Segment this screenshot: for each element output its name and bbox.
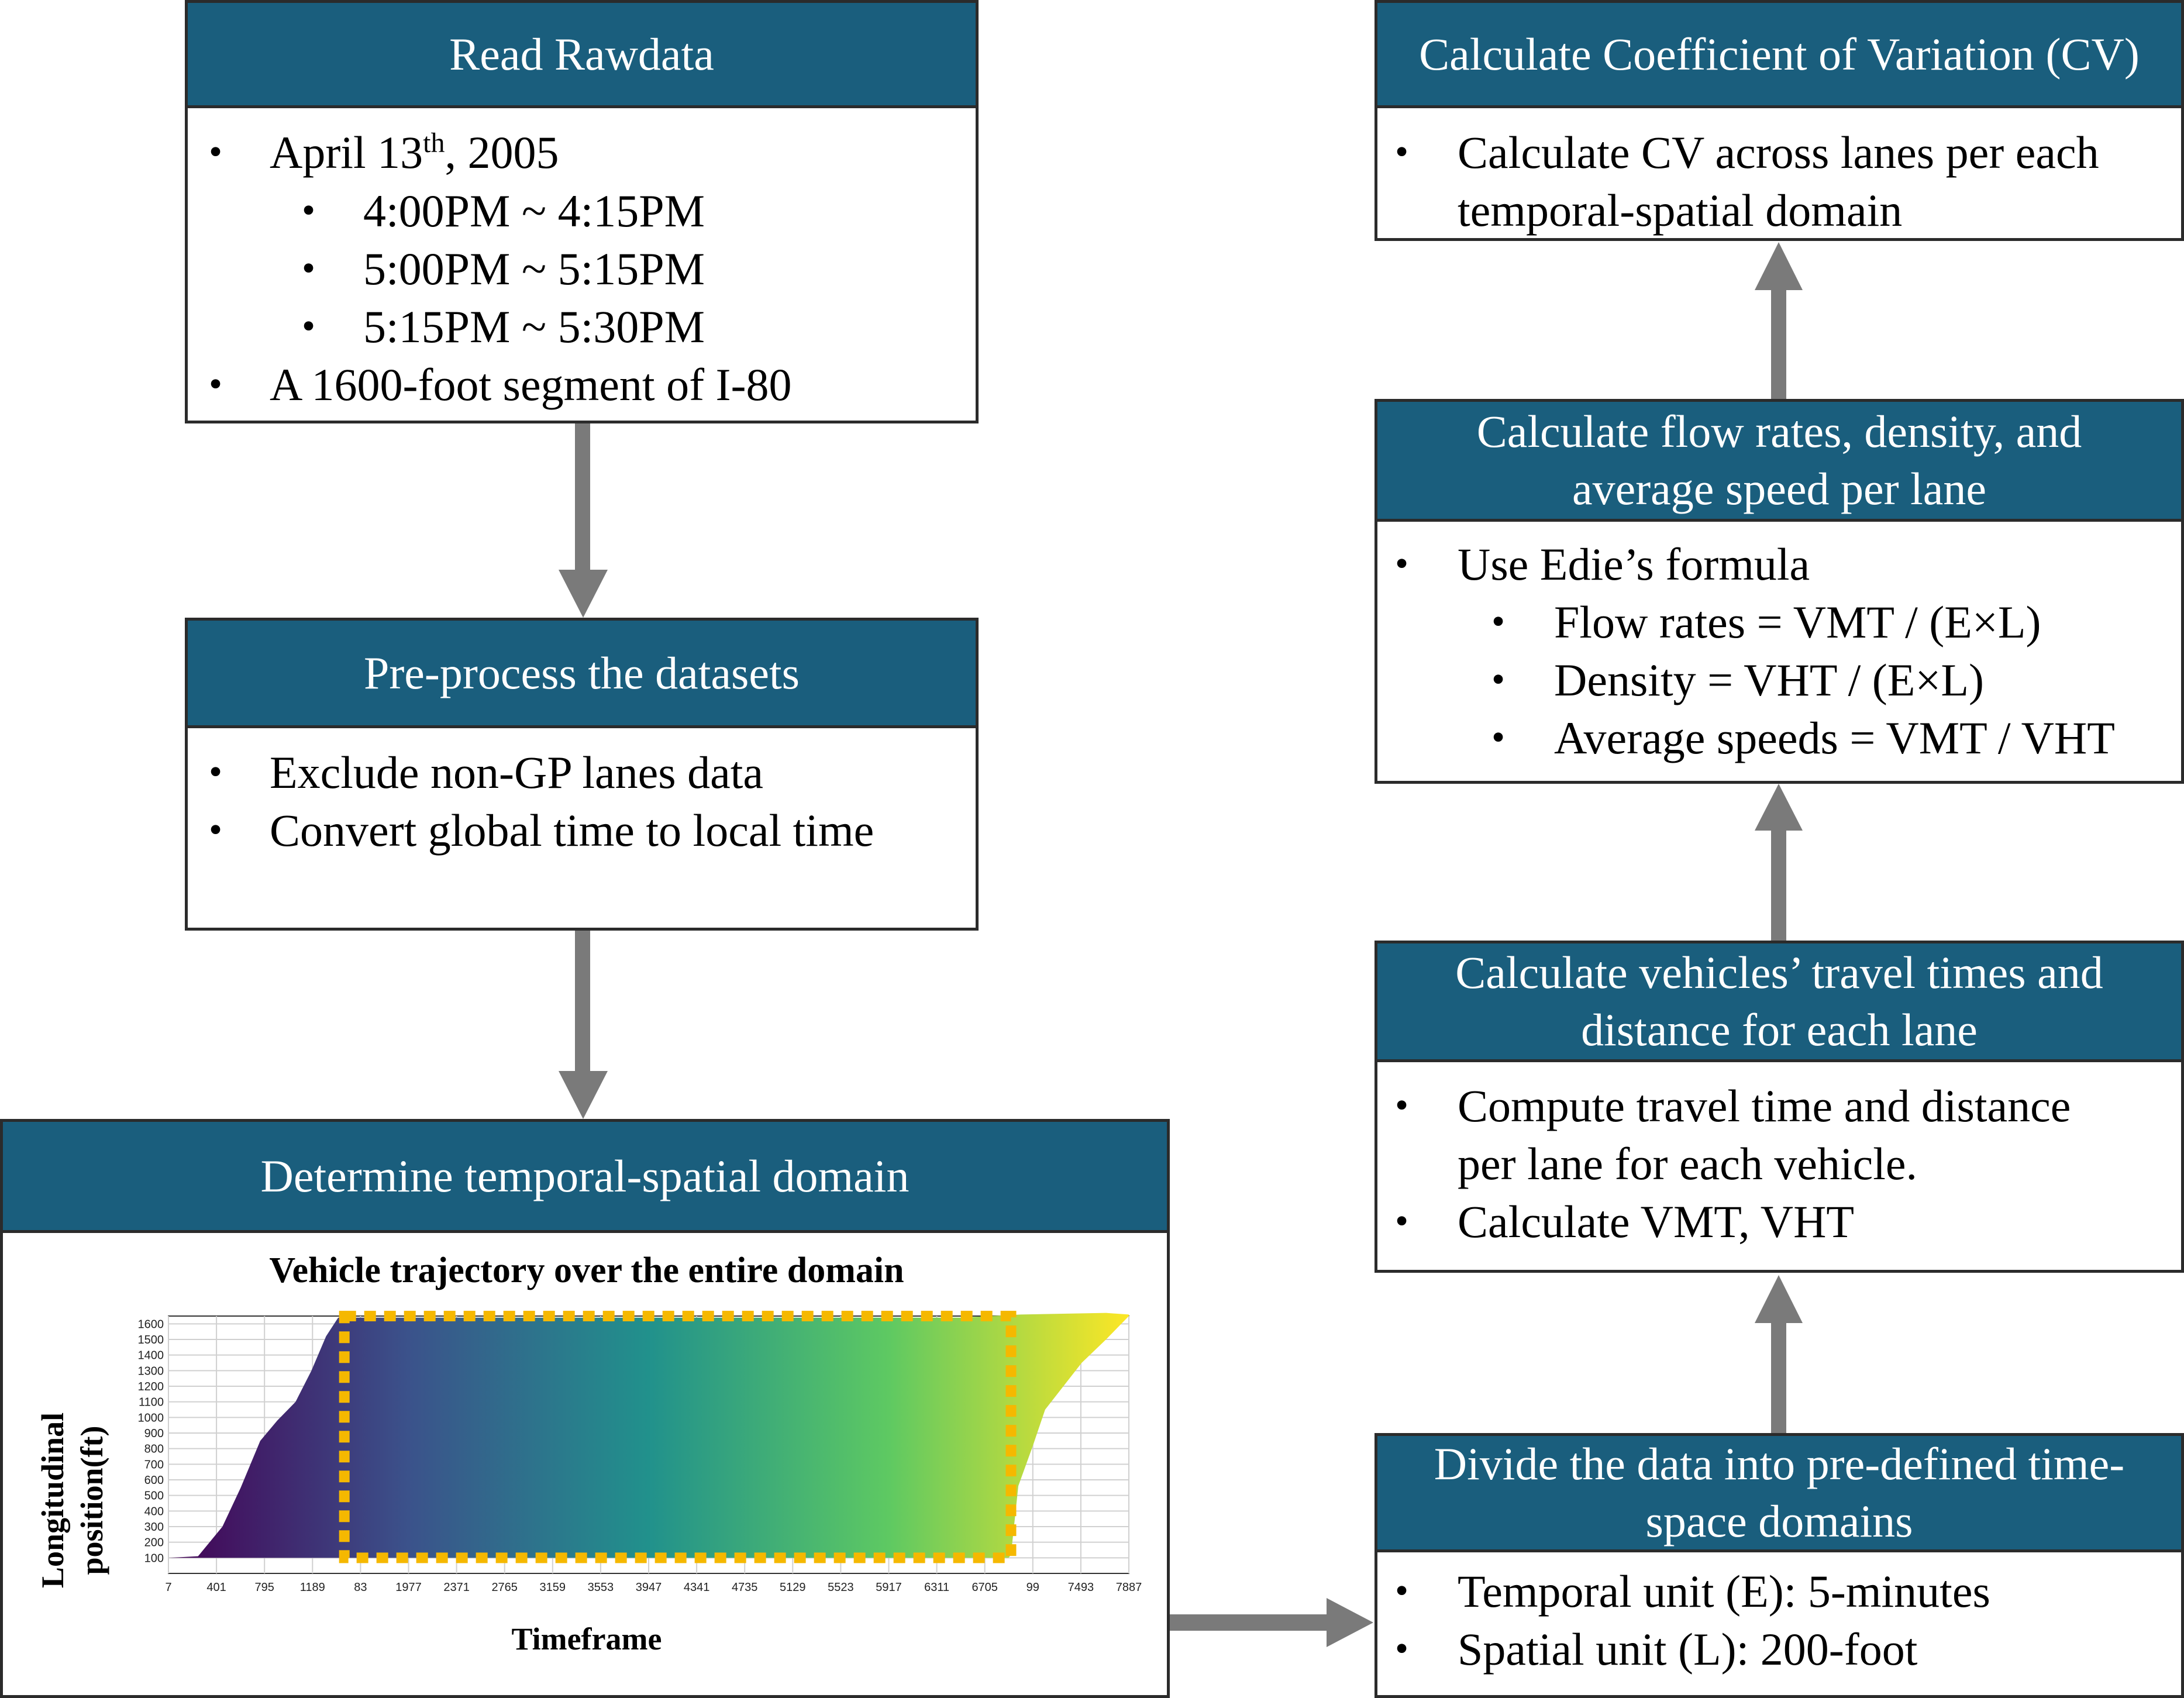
y-tick-label: 900	[144, 1427, 164, 1440]
bullet: •	[1491, 658, 1506, 701]
bullet: •	[1491, 600, 1506, 643]
time-range-item: 5:00PM ~ 5:15PM	[363, 243, 705, 294]
flow-rates-box: Calculate flow rates, density, and avera…	[1375, 399, 2184, 784]
trajectory-area	[167, 1313, 1129, 1558]
bullet: •	[1395, 130, 1409, 173]
y-tick-label: 400	[144, 1505, 164, 1518]
y-tick-label: 1500	[138, 1334, 164, 1346]
x-tick-label: 2371	[443, 1581, 470, 1594]
selected-domain-box	[339, 1311, 1017, 1563]
x-tick-label: 99	[1026, 1581, 1039, 1594]
compute-item-line1: Compute travel time and distance	[1458, 1080, 2071, 1131]
y-tick-label: 1100	[139, 1396, 164, 1409]
x-tick-label: 2765	[491, 1581, 518, 1594]
arrow-down-2	[559, 931, 608, 1119]
bullet: •	[302, 189, 316, 232]
density-formula: Density = VHT / (E×L)	[1554, 655, 1985, 705]
arrow-down-1	[559, 423, 608, 618]
y-tick-label: 800	[144, 1443, 164, 1456]
y-tick-label: 200	[144, 1537, 164, 1549]
speed-formula: Average speeds = VMT / VHT	[1554, 712, 2115, 763]
y-tick-label: 1600	[138, 1318, 164, 1331]
bullet: •	[209, 130, 223, 173]
segment-item: A 1600-foot segment of I-80	[270, 359, 792, 410]
arrow-right	[1170, 1598, 1373, 1647]
bullet: •	[209, 363, 223, 405]
edie-formula-item: Use Edie’s formula	[1458, 539, 1810, 590]
trajectory-chart: Vehicle trajectory over the entire domai…	[35, 1251, 1142, 1656]
preprocess-title: Pre-process the datasets	[188, 621, 976, 728]
bullet: •	[302, 305, 316, 347]
x-tick-label: 3553	[588, 1581, 614, 1594]
y-tick-label: 600	[144, 1474, 164, 1487]
preprocess-item: Convert global time to local time	[270, 805, 874, 856]
arrow-up-3	[1755, 242, 1803, 399]
flow-rate-formula: Flow rates = VMT / (E×L)	[1554, 597, 2041, 647]
cv-box: Calculate Coefficient of Variation (CV) …	[1375, 0, 2184, 241]
bullet: •	[209, 808, 223, 851]
x-tick-label: 5917	[876, 1581, 902, 1594]
preprocess-box: Pre-process the datasets • Exclude non-G…	[185, 618, 979, 931]
read-rawdata-box: Read Rawdata • April 13th, 2005 • 4:00PM…	[185, 0, 979, 423]
bullet: •	[1395, 1569, 1409, 1612]
y-tick-label: 1000	[138, 1411, 164, 1424]
arrow-up-2	[1755, 784, 1803, 941]
x-tick-label: 4735	[732, 1581, 758, 1594]
bullet: •	[1395, 1627, 1409, 1670]
x-tick-label: 6311	[924, 1581, 949, 1594]
spatial-unit-item: Spatial unit (L): 200-foot	[1458, 1624, 1918, 1675]
x-tick-label: 5523	[828, 1581, 854, 1594]
x-tick-label: 7493	[1068, 1581, 1094, 1594]
x-tick-label: 83	[354, 1581, 367, 1594]
x-tick-label: 3947	[636, 1581, 662, 1594]
x-tick-label: 795	[255, 1581, 274, 1594]
time-range-item: 4:00PM ~ 4:15PM	[363, 185, 705, 236]
cv-item-line1: Calculate CV across lanes per each	[1458, 127, 2099, 178]
bullet: •	[1395, 1200, 1409, 1242]
x-tick-label: 6705	[972, 1581, 998, 1594]
vmt-vht-item: Calculate VMT, VHT	[1458, 1196, 1855, 1247]
compute-item-line2: per lane for each vehicle.	[1458, 1138, 1918, 1189]
bullet: •	[1395, 1084, 1409, 1127]
temporal-spatial-domain-title: Determine temporal-spatial domain	[3, 1122, 1167, 1233]
date-item: April 13th, 2005	[270, 127, 559, 178]
arrow-up-1	[1755, 1275, 1803, 1433]
chart-xlabel: Timeframe	[512, 1621, 662, 1656]
y-tick-label: 1300	[138, 1365, 164, 1377]
chart-ylabel-line1: Longitudinal	[35, 1413, 70, 1588]
read-rawdata-title: Read Rawdata	[188, 3, 976, 108]
bullet: •	[1491, 716, 1506, 759]
x-tick-label: 4341	[684, 1581, 710, 1594]
x-tick-label: 401	[206, 1581, 226, 1594]
bullet: •	[1395, 542, 1409, 585]
y-tick-label: 700	[144, 1458, 164, 1471]
travel-times-title: Calculate vehicles’ travel times and dis…	[1377, 943, 2181, 1062]
x-tick-label: 1977	[395, 1581, 422, 1594]
preprocess-item: Exclude non-GP lanes data	[270, 747, 764, 798]
cv-item-line2: temporal-spatial domain	[1458, 185, 1903, 236]
x-tick-label: 1189	[300, 1581, 325, 1594]
x-tick-label: 7	[165, 1581, 171, 1594]
x-tick-label: 5129	[780, 1581, 806, 1594]
divide-data-box: Divide the data into pre-defined time- s…	[1375, 1433, 2184, 1698]
chart-ylabel-line2: position(ft)	[74, 1426, 109, 1575]
y-tick-label: 100	[144, 1552, 164, 1565]
plot-area: 7 401 795 1189 83 1977 2371 2765 3159 3553 3947 434…	[138, 1311, 1142, 1594]
y-tick-label: 500	[144, 1490, 164, 1503]
bullet: •	[302, 247, 316, 290]
y-tick-label: 300	[144, 1521, 164, 1534]
bullet: •	[209, 750, 223, 793]
y-tick-label: 1400	[138, 1349, 164, 1362]
x-tick-label: 7887	[1116, 1581, 1142, 1594]
y-tick-label: 1200	[138, 1380, 164, 1393]
chart-title: Vehicle trajectory over the entire domai…	[269, 1251, 904, 1290]
x-tick-label: 3159	[540, 1581, 566, 1594]
cv-title: Calculate Coefficient of Variation (CV)	[1377, 3, 2181, 108]
divide-data-title: Divide the data into pre-defined time- s…	[1377, 1436, 2181, 1552]
flow-rates-title: Calculate flow rates, density, and avera…	[1377, 402, 2181, 522]
travel-times-box: Calculate vehicles’ travel times and dis…	[1375, 941, 2184, 1273]
temporal-unit-item: Temporal unit (E): 5-minutes	[1458, 1566, 1990, 1617]
time-range-item: 5:15PM ~ 5:30PM	[363, 301, 705, 352]
